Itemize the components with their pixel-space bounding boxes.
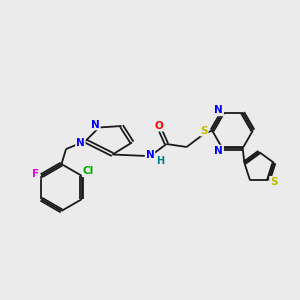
Text: Cl: Cl: [83, 166, 94, 176]
Text: O: O: [154, 121, 164, 131]
Text: N: N: [76, 137, 85, 148]
Text: N: N: [214, 146, 223, 156]
Text: N: N: [214, 105, 223, 116]
Text: F: F: [32, 169, 39, 179]
Text: S: S: [270, 177, 278, 187]
Text: H: H: [156, 156, 165, 167]
Text: N: N: [146, 150, 154, 161]
Text: N: N: [91, 119, 100, 130]
Text: S: S: [200, 125, 208, 136]
